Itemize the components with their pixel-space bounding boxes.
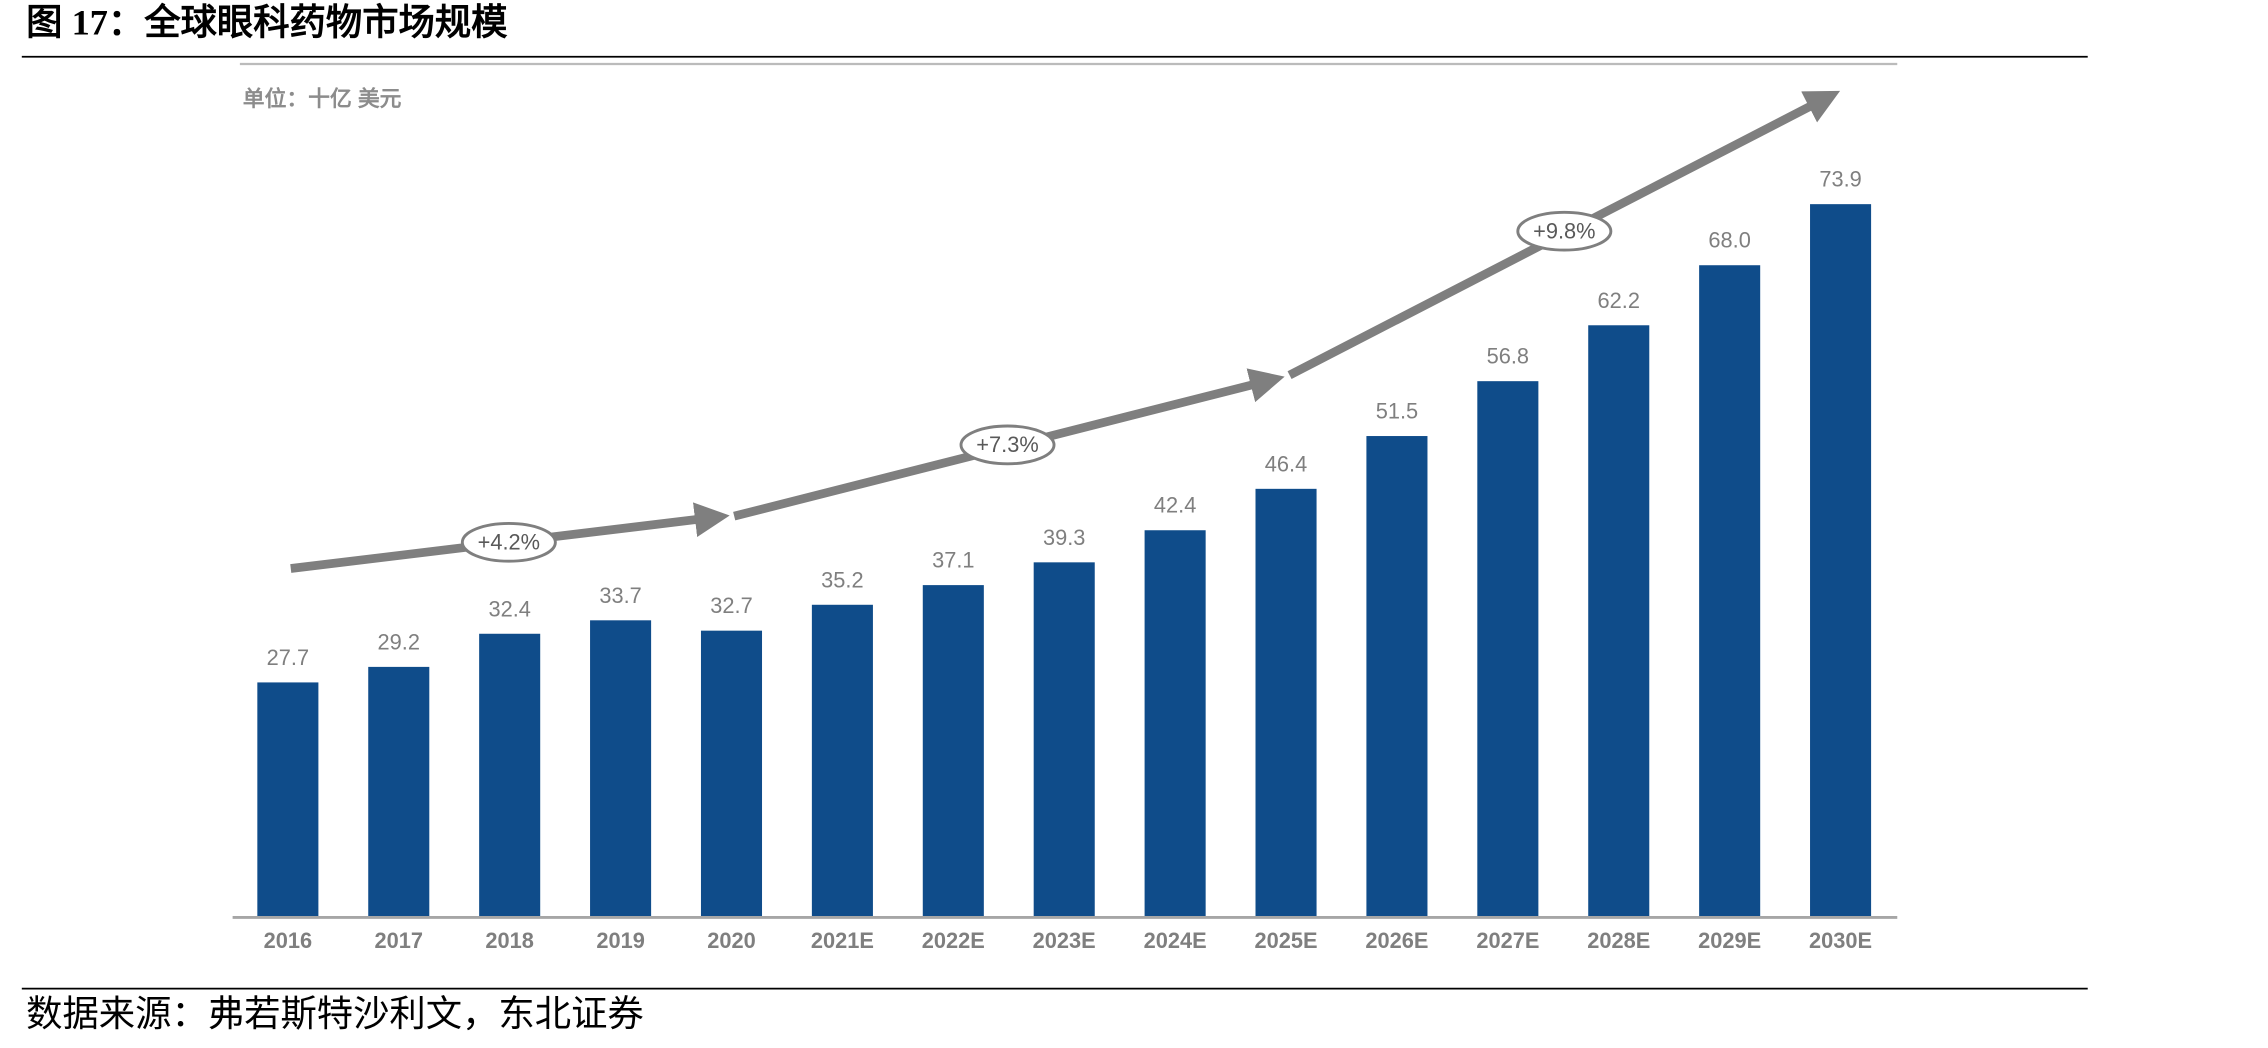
value-label: 33.7 <box>599 583 641 608</box>
x-tick-label: 2020 <box>707 928 756 953</box>
unit-label: 单位：十亿 美元 <box>243 86 402 111</box>
x-tick-label: 2023E <box>1033 928 1096 953</box>
value-label: 51.5 <box>1376 399 1418 424</box>
x-tick-label: 2019 <box>596 928 645 953</box>
annotation: +4.2% <box>478 530 540 555</box>
x-tick-label: 2025E <box>1255 928 1318 953</box>
value-label: 32.7 <box>710 593 752 618</box>
bar <box>368 666 430 918</box>
x-tick-label: 2022E <box>922 928 985 953</box>
x-tick-label: 2029E <box>1698 928 1761 953</box>
bar <box>1366 436 1428 918</box>
value-label: 56.8 <box>1487 344 1529 369</box>
figure-title: 图 17：全球眼科药物市场规模 <box>26 2 508 43</box>
bar <box>1477 381 1539 918</box>
x-tick-label: 2021E <box>811 928 874 953</box>
bar <box>1144 530 1206 918</box>
bar <box>922 585 984 918</box>
bar <box>1699 265 1761 918</box>
value-label: 73.9 <box>1819 167 1861 192</box>
bar <box>479 633 541 918</box>
x-tick-label: 2024E <box>1144 928 1207 953</box>
bar <box>700 630 763 918</box>
value-label: 35.2 <box>821 567 863 592</box>
value-label: 68.0 <box>1708 228 1750 253</box>
value-label: 29.2 <box>378 629 420 654</box>
source-note: 数据来源：弗若斯特沙利文，东北证券 <box>26 994 644 1034</box>
value-label: 32.4 <box>488 596 530 621</box>
bar <box>1810 204 1872 918</box>
x-tick-label: 2026E <box>1365 928 1428 953</box>
annotation: +9.8% <box>1533 218 1595 243</box>
x-tick-label: 2030E <box>1809 928 1872 953</box>
x-tick-label: 2017 <box>375 928 424 953</box>
bar <box>1255 488 1317 918</box>
x-tick-label: 2016 <box>264 928 313 953</box>
bar <box>811 604 873 918</box>
annotation-bubble <box>460 521 557 563</box>
annotation: +7.3% <box>976 432 1038 457</box>
growth-arrows: +4.2% +7.3% +9.8% <box>290 90 1841 573</box>
x-tick-label: 2018 <box>485 928 534 953</box>
annotation-bubble <box>1516 210 1613 252</box>
x-tick-label: 2028E <box>1587 928 1650 953</box>
bar <box>257 682 319 918</box>
value-label: 39.3 <box>1043 525 1085 550</box>
value-label: 62.2 <box>1598 288 1640 313</box>
annotation-bubble <box>959 424 1056 466</box>
value-label: 42.4 <box>1154 493 1196 518</box>
value-label: 46.4 <box>1265 451 1307 476</box>
bar <box>1033 562 1095 918</box>
value-label: 27.7 <box>267 645 309 670</box>
bar <box>1588 325 1650 918</box>
value-label: 37.1 <box>932 548 974 573</box>
x-tick-label: 2027E <box>1476 928 1539 953</box>
bar <box>590 620 652 918</box>
